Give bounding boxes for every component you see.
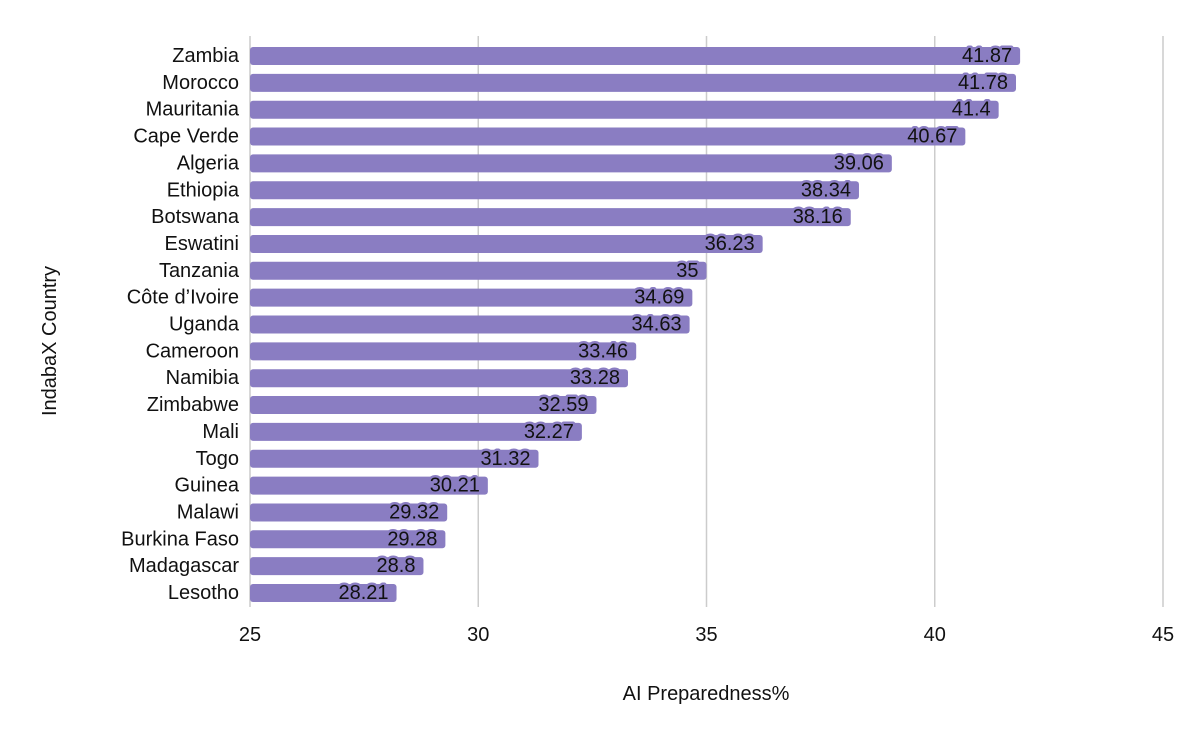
bar — [250, 154, 892, 173]
bar — [250, 261, 707, 280]
category-label: Mauritania — [146, 99, 240, 121]
category-label: Morocco — [162, 72, 239, 94]
bar — [250, 100, 999, 119]
data-label: 36.23 — [705, 233, 755, 255]
data-label: 33.28 — [570, 367, 620, 389]
bar — [250, 288, 693, 307]
bar — [250, 47, 1021, 65]
category-label: Malawi — [177, 501, 239, 523]
x-tick-label: 40 — [924, 624, 946, 646]
data-label: 41.4 — [952, 99, 991, 121]
bar — [250, 73, 1017, 92]
bar — [250, 557, 424, 576]
category-label: Côte d’Ivoire — [127, 287, 239, 309]
category-label: Tanzania — [159, 260, 240, 282]
category-label: Eswatini — [165, 233, 239, 255]
bar — [250, 181, 859, 200]
category-label: Cameroon — [146, 340, 239, 362]
category-label: Algeria — [177, 152, 240, 174]
data-label: 40.67 — [907, 126, 957, 148]
data-label: 29.32 — [389, 501, 439, 523]
data-label: 33.46 — [578, 340, 628, 362]
data-label: 34.69 — [634, 287, 684, 309]
x-tick-label: 25 — [239, 624, 261, 646]
category-label: Madagascar — [129, 555, 239, 577]
x-tick-label: 35 — [695, 624, 717, 646]
category-label: Togo — [196, 448, 239, 470]
category-label: Lesotho — [168, 582, 239, 604]
data-label: 41.78 — [958, 72, 1008, 94]
data-label: 38.16 — [793, 206, 843, 228]
data-label: 32.27 — [524, 421, 574, 443]
bar — [250, 449, 539, 468]
category-labels: Zambia Morocco Mauritania Cape Verde Algeria… — [121, 45, 240, 604]
bar — [250, 208, 851, 227]
bar — [250, 503, 448, 522]
data-label: 34.63 — [632, 314, 682, 336]
bar — [250, 396, 597, 415]
x-tick-labels: 25 30 35 40 45 — [239, 624, 1174, 646]
category-label: Cape Verde — [133, 126, 239, 148]
category-label: Namibia — [166, 367, 240, 389]
data-label: 31.32 — [480, 448, 530, 470]
category-label: Zimbabwe — [147, 394, 239, 416]
data-labels: 41.87 41.78 41.4 40.67 39.06 38.34 38.16 36.23 3… — [336, 43, 1015, 607]
data-label: 39.06 — [834, 152, 884, 174]
data-label: 28.21 — [338, 582, 388, 604]
data-label: 29.28 — [387, 528, 437, 550]
data-label: 35 — [676, 260, 698, 282]
bar — [250, 369, 628, 388]
data-label: 30.21 — [430, 475, 480, 497]
category-label: Guinea — [175, 475, 240, 497]
bar — [250, 530, 446, 549]
bar — [250, 315, 690, 334]
data-label: 32.59 — [538, 394, 588, 416]
bar — [250, 476, 488, 495]
x-tick-label: 30 — [467, 624, 489, 646]
category-label: Burkina Faso — [121, 528, 239, 550]
data-label: 28.8 — [377, 555, 416, 577]
data-label: 38.34 — [801, 179, 851, 201]
bar — [250, 342, 637, 361]
y-axis-title: IndabaX Country — [39, 266, 61, 416]
x-tick-label: 45 — [1152, 624, 1174, 646]
category-label: Zambia — [172, 45, 240, 67]
bar — [250, 422, 582, 441]
category-label: Ethiopia — [167, 179, 240, 201]
category-label: Botswana — [151, 206, 240, 228]
category-label: Mali — [202, 421, 239, 443]
bar — [250, 584, 397, 602]
category-label: Uganda — [169, 314, 240, 336]
bars — [250, 47, 1021, 602]
x-axis-title: AI Preparedness% — [623, 683, 790, 705]
bar — [250, 127, 966, 146]
data-label: 41.87 — [962, 45, 1012, 67]
bar — [250, 234, 763, 253]
